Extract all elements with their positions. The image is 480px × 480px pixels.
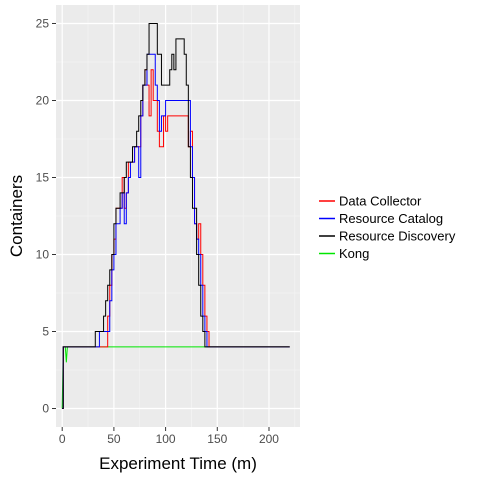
y-axis: 0 5 10 15 20 25 <box>36 16 56 416</box>
legend: Data Collector Resource Catalog Resource D… <box>319 194 456 261</box>
legend-label-resource-discovery: Resource Discovery <box>339 229 456 244</box>
y-tick-label: 25 <box>36 16 50 30</box>
x-tick-label: 200 <box>259 432 279 446</box>
series-line-resource-discovery <box>62 22 290 410</box>
legend-label-kong: Kong <box>339 246 369 261</box>
y-axis-title: Containers <box>7 175 26 257</box>
y-tick-label: 15 <box>36 170 50 184</box>
grid-minor <box>56 5 300 427</box>
grid-major <box>56 5 300 427</box>
x-axis-title: Experiment Time (m) <box>99 454 257 473</box>
series-layer <box>61 22 290 410</box>
legend-label-data-collector: Data Collector <box>339 194 422 209</box>
y-tick-label: 0 <box>42 402 49 416</box>
x-axis: 0 50 100 150 200 <box>59 427 279 446</box>
y-tick-label: 5 <box>42 325 49 339</box>
x-tick-label: 0 <box>59 432 66 446</box>
legend-label-resource-catalog: Resource Catalog <box>339 211 443 226</box>
x-tick-label: 100 <box>156 432 176 446</box>
x-tick-label: 50 <box>107 432 121 446</box>
x-tick-label: 150 <box>207 432 227 446</box>
y-tick-label: 10 <box>36 248 50 262</box>
y-tick-label: 20 <box>36 93 50 107</box>
